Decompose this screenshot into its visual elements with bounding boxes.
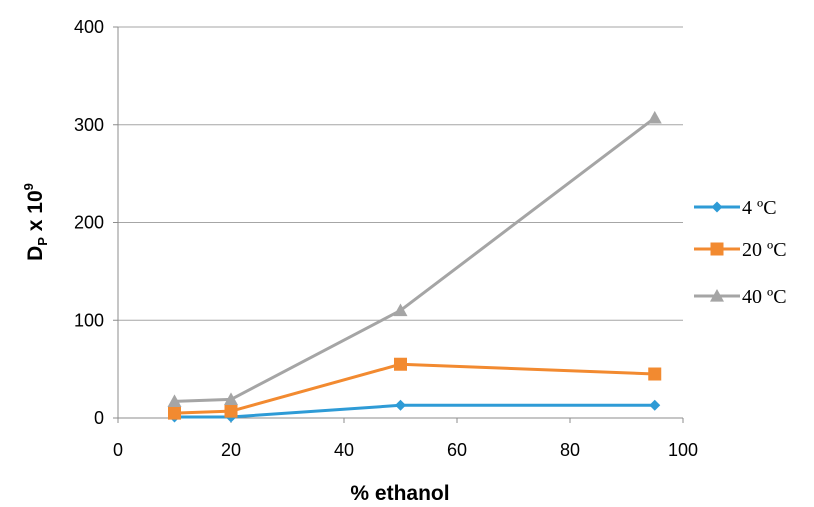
y-tick-label-3: 300 bbox=[74, 115, 104, 135]
x-tick-label-0: 0 bbox=[113, 440, 123, 460]
legend-label-2: 40 ºC bbox=[742, 286, 787, 308]
y-axis-title-subscript: P bbox=[35, 237, 50, 246]
legend-label-0: 4 ºC bbox=[742, 197, 777, 219]
y-axis-title: DP x 109 bbox=[21, 183, 50, 261]
legend-label-1: 20 ºC bbox=[742, 239, 787, 261]
series-1-point-3 bbox=[648, 367, 662, 381]
x-tick-label-5: 100 bbox=[668, 440, 698, 460]
series-line-1 bbox=[174, 362, 655, 415]
y-tick-label-4: 400 bbox=[74, 17, 104, 37]
y-tick-label-1: 100 bbox=[74, 310, 104, 330]
series-line-2 bbox=[174, 116, 656, 403]
x-tick-label-2: 40 bbox=[334, 440, 354, 460]
series-2-point-0 bbox=[167, 394, 182, 407]
series-1-point-1 bbox=[224, 404, 238, 418]
series-2-point-2 bbox=[393, 303, 408, 317]
x-tick-labels: 0 20 40 60 80 100 bbox=[113, 440, 698, 460]
legend-marker-2 bbox=[710, 289, 724, 302]
series-1-point-0 bbox=[168, 406, 181, 420]
series-group bbox=[167, 110, 662, 423]
x-tick-label-1: 20 bbox=[221, 440, 241, 460]
series-0-point-3 bbox=[649, 399, 661, 411]
series-2-point-3 bbox=[647, 110, 662, 124]
y-axis-title-rest: x 10 bbox=[24, 190, 47, 237]
series-2-point-1 bbox=[224, 392, 238, 406]
x-tick-label-3: 60 bbox=[447, 440, 467, 460]
y-tick-label-2: 200 bbox=[74, 213, 104, 233]
legend-marker-0 bbox=[711, 201, 723, 213]
series-line-0 bbox=[174, 403, 655, 419]
legend-marker-1 bbox=[710, 242, 724, 256]
y-tick-labels: 0 100 200 300 400 bbox=[74, 17, 104, 428]
series-1-point-2 bbox=[394, 357, 407, 371]
y-axis-title-main: D bbox=[24, 246, 47, 261]
y-axis-title-superscript: 9 bbox=[21, 183, 36, 190]
legend: 4 ºC 20 ºC 40 ºC bbox=[694, 197, 787, 308]
x-tick-label-4: 80 bbox=[560, 440, 580, 460]
series-0-point-2 bbox=[395, 399, 406, 411]
gridlines bbox=[118, 26, 683, 321]
y-tick-label-0: 0 bbox=[94, 408, 104, 428]
x-axis-title: % ethanol bbox=[350, 482, 449, 505]
